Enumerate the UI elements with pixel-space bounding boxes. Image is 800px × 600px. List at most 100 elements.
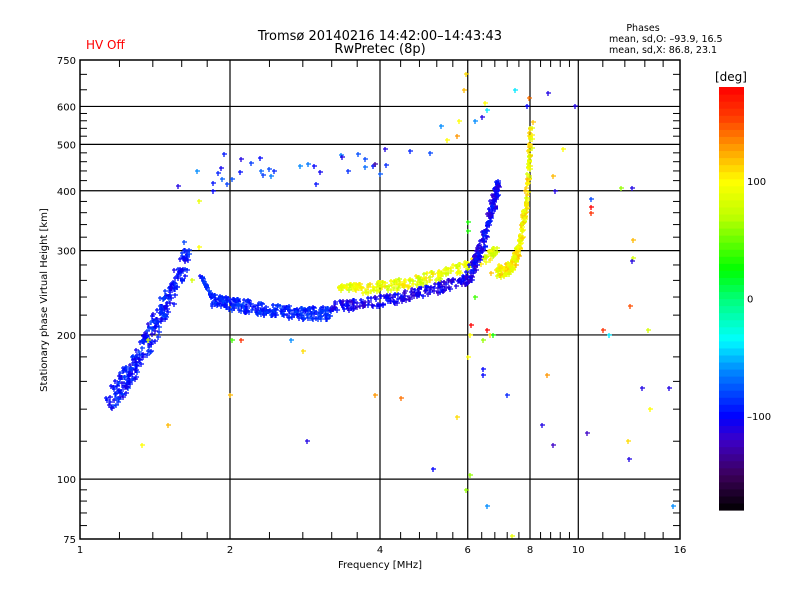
data-point	[149, 342, 154, 347]
data-point	[473, 265, 478, 270]
data-point	[585, 431, 590, 436]
data-point	[123, 385, 128, 390]
colorbar-segment	[719, 425, 744, 434]
data-point	[112, 385, 117, 390]
data-point	[108, 400, 113, 405]
data-point	[159, 317, 164, 322]
data-point	[475, 246, 480, 251]
data-point	[466, 220, 471, 225]
data-point	[198, 274, 203, 279]
data-point	[424, 276, 429, 281]
data-point	[527, 131, 532, 136]
data-point	[230, 177, 235, 182]
data-point	[181, 256, 186, 261]
data-point	[505, 393, 510, 398]
colorbar-segment	[719, 108, 744, 116]
data-point	[428, 275, 433, 280]
data-point	[401, 283, 406, 288]
data-point	[211, 189, 216, 194]
data-point	[222, 152, 227, 157]
data-point	[482, 239, 487, 244]
data-point	[395, 280, 400, 285]
data-point	[444, 286, 449, 291]
data-point	[363, 300, 368, 305]
stats-o-line: mean, sd,O: –93.9, 16.5	[609, 34, 723, 45]
data-point	[235, 297, 240, 302]
data-point	[671, 504, 676, 509]
axis-ticks	[80, 60, 680, 539]
data-point	[481, 338, 486, 343]
colorbar-segment	[719, 474, 744, 483]
x-tick-label: 6	[465, 545, 471, 556]
data-point	[142, 339, 147, 344]
data-point	[283, 307, 288, 312]
data-point	[335, 308, 340, 313]
data-point	[502, 274, 507, 279]
data-point	[223, 303, 228, 308]
data-point	[140, 443, 145, 448]
data-point	[396, 297, 401, 302]
data-point	[495, 250, 500, 255]
data-point	[363, 157, 368, 162]
data-point	[518, 239, 523, 244]
data-point	[458, 277, 463, 282]
data-point	[406, 285, 411, 290]
data-point	[421, 294, 426, 299]
colorbar-segment	[719, 453, 744, 462]
data-point	[373, 393, 378, 398]
data-point	[116, 400, 121, 405]
data-point	[378, 172, 383, 177]
data-point	[472, 254, 477, 259]
x-tick-labels: 1 2 4 6 8 10 16	[77, 545, 687, 556]
data-point	[521, 210, 526, 215]
data-point	[339, 284, 344, 289]
data-point	[301, 349, 306, 354]
data-point	[526, 181, 531, 186]
data-point	[447, 278, 452, 283]
colorbar-segment	[719, 326, 744, 335]
colorbar-segment	[719, 397, 744, 405]
data-point	[279, 309, 284, 314]
data-point	[153, 329, 158, 334]
colorbar-tick-labels: 100 0 –100	[747, 177, 771, 423]
data-point	[425, 285, 430, 290]
data-point	[520, 229, 525, 234]
data-point	[125, 370, 130, 375]
data-point	[239, 338, 244, 343]
data-point	[246, 298, 251, 303]
colorbar-segment	[719, 411, 744, 419]
data-point	[276, 303, 281, 308]
colorbar-segment	[719, 192, 744, 201]
x-axis-label: Frequency [MHz]	[338, 560, 422, 571]
data-point	[361, 304, 366, 309]
data-point	[510, 260, 515, 265]
data-point	[524, 203, 529, 208]
data-point	[454, 284, 459, 289]
data-point	[180, 277, 185, 282]
data-point	[482, 234, 487, 239]
data-point	[325, 306, 330, 311]
colorbar-segment	[719, 150, 744, 159]
data-point	[607, 333, 612, 338]
data-point	[333, 302, 338, 307]
data-point	[451, 277, 456, 282]
data-point	[108, 395, 113, 400]
colorbar-segment	[719, 404, 744, 412]
data-point	[481, 367, 486, 372]
data-point	[308, 316, 313, 321]
colorbar-segment	[719, 136, 744, 144]
data-point	[528, 143, 533, 148]
data-point	[528, 127, 533, 132]
data-point	[300, 306, 305, 311]
data-point	[361, 291, 366, 296]
stats-x-line: mean, sd,X: 86.8, 23.1	[609, 45, 717, 56]
data-point	[107, 403, 112, 408]
data-point	[173, 293, 178, 298]
data-point	[389, 288, 394, 293]
colorbar-segment	[719, 383, 744, 391]
data-point	[156, 335, 161, 340]
data-point	[366, 285, 371, 290]
data-point	[485, 504, 490, 509]
data-point	[154, 324, 159, 329]
data-point	[363, 165, 368, 170]
